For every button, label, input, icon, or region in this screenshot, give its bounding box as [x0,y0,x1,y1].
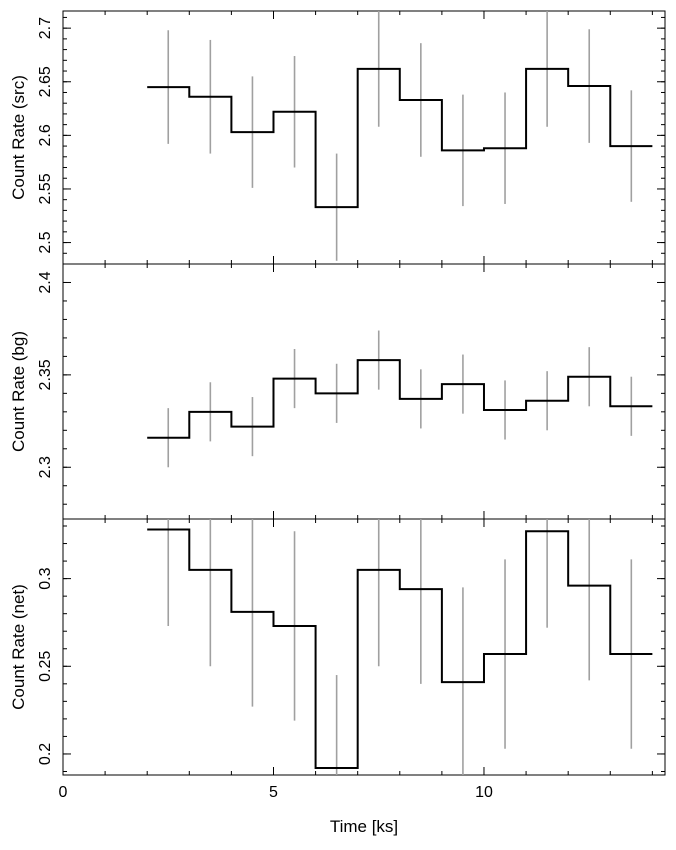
panel-2: 2.3 2.35 2.4 Count Rate (bg) [9,263,666,520]
panel-frame [62,10,666,265]
series-line [147,67,653,209]
panel-frame [62,518,666,776]
series-line [147,359,653,439]
y-tick-label: 2.55 [37,173,54,204]
panel-1: 2.5 2.55 2.6 2.65 2.7 Count Rate (src) [9,10,666,265]
series-line [147,528,653,769]
y-axis-label: Count Rate (bg) [9,331,28,452]
y-axis-label: Count Rate (net) [9,584,28,710]
x-tick-label: 10 [475,784,493,801]
y-tick-label: 2.5 [37,231,54,253]
y-axis-label: Count Rate (src) [9,75,28,200]
y-tick-label: 2.6 [37,124,54,146]
y-tick-label: 0.2 [37,743,54,765]
y-tick-label: 2.7 [37,17,54,39]
y-tick-label: 2.35 [37,359,54,390]
x-axis-label: Time [ks] [330,817,398,836]
panel-3: 0.2 0.25 0.3 Count Rate (net) 0 5 10 Time [ks] [9,518,666,836]
panel-frame [62,263,666,520]
x-tick-label: 5 [269,784,278,801]
x-tick-label: 0 [59,784,68,801]
y-tick-label: 2.65 [37,66,54,97]
y-tick-label: 0.25 [37,651,54,682]
y-tick-label: 0.3 [37,567,54,589]
y-tick-label: 2.3 [37,456,54,478]
y-tick-label: 2.4 [37,271,54,293]
